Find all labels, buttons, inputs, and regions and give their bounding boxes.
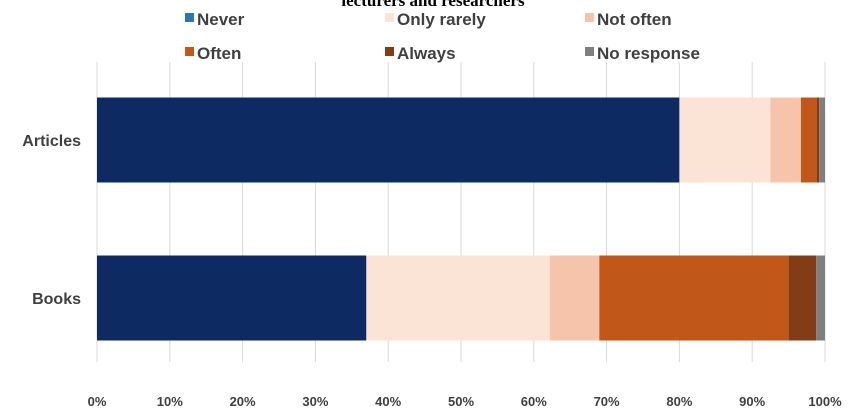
- legend-label: Always: [397, 44, 456, 63]
- x-tick-label: 100%: [808, 394, 842, 409]
- x-tick-label: 40%: [375, 394, 401, 409]
- legend-label: Only rarely: [397, 10, 486, 29]
- bar-segment-articles-never: [97, 97, 680, 183]
- bar-segment-articles-no-response: [819, 97, 825, 183]
- legend-swatch: [385, 47, 394, 56]
- legend-swatch: [585, 47, 594, 56]
- x-axis-ticks: 0% 10% 20% 30% 40% 50% 60% 70% 80% 90% 100%: [88, 394, 842, 409]
- bar-segment-books-never: [97, 255, 367, 341]
- x-tick-label: 50%: [448, 394, 474, 409]
- bar-segment-books-only-rarely: [366, 255, 550, 341]
- legend-swatch: [385, 13, 394, 22]
- bar-segment-articles-often: [800, 97, 817, 183]
- x-tick-label: 60%: [521, 394, 547, 409]
- bar-segment-articles-not-often: [770, 97, 801, 183]
- x-tick-label: 90%: [739, 394, 765, 409]
- legend-label: Never: [197, 10, 245, 29]
- bar-segment-articles-always: [816, 97, 820, 183]
- legend-label: Often: [197, 44, 241, 63]
- legend-swatch: [185, 13, 194, 22]
- bar-segment-articles-only-rarely: [679, 97, 771, 183]
- bar-segment-books-not-often: [549, 255, 600, 341]
- legend-label: No response: [597, 44, 700, 63]
- chart-title: lecturers and researchers: [341, 0, 525, 10]
- bar-segment-books-often: [599, 255, 789, 341]
- category-label: Books: [32, 291, 81, 308]
- legend: Never Only rarely Not often Often Always No r…: [185, 10, 700, 63]
- x-tick-label: 0%: [88, 394, 107, 409]
- category-labels: Articles Books: [22, 133, 81, 308]
- x-tick-label: 10%: [157, 394, 183, 409]
- x-tick-label: 20%: [230, 394, 256, 409]
- x-tick-label: 30%: [302, 394, 328, 409]
- legend-swatch: [585, 13, 594, 22]
- legend-label: Not often: [597, 10, 672, 29]
- category-label: Articles: [22, 133, 81, 150]
- x-tick-label: 80%: [666, 394, 692, 409]
- bar-segment-books-no-response: [816, 255, 825, 341]
- bars: [97, 97, 825, 341]
- bar-segment-books-always: [788, 255, 817, 341]
- legend-swatch: [185, 47, 194, 56]
- x-tick-label: 70%: [594, 394, 620, 409]
